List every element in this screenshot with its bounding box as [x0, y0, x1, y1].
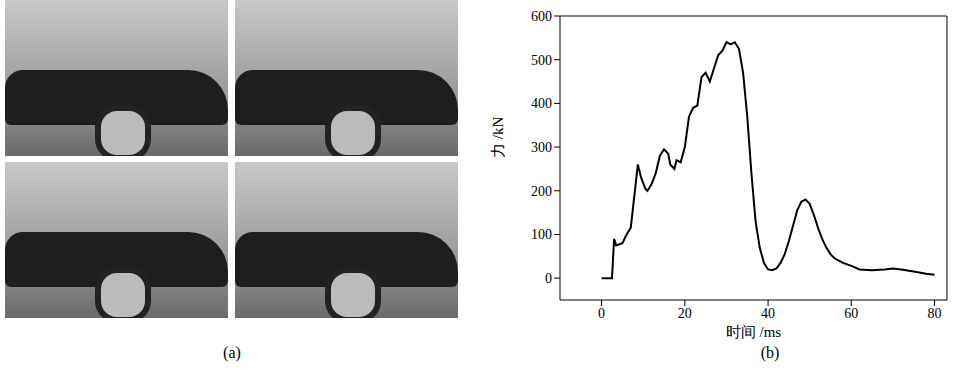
svg-text:力 /kN: 力 /kN	[490, 117, 506, 158]
html-text:(b): (b)	[760, 344, 780, 361]
svg-text:0: 0	[598, 306, 605, 321]
svg-text:100: 100	[531, 227, 552, 242]
svg-text:0: 0	[545, 271, 552, 286]
svg-text:80: 80	[928, 306, 942, 321]
svg-text:500: 500	[531, 53, 552, 68]
svg-text:300: 300	[531, 140, 552, 155]
svg-text:20: 20	[678, 306, 692, 321]
svg-text:600: 600	[531, 9, 552, 24]
svg-text:60: 60	[844, 306, 858, 321]
svg-text:40: 40	[761, 306, 775, 321]
html-text:(a): (a)	[223, 344, 241, 361]
svg-text:时间 /ms: 时间 /ms	[726, 324, 782, 340]
svg-text:400: 400	[531, 96, 552, 111]
svg-text:200: 200	[531, 184, 552, 199]
